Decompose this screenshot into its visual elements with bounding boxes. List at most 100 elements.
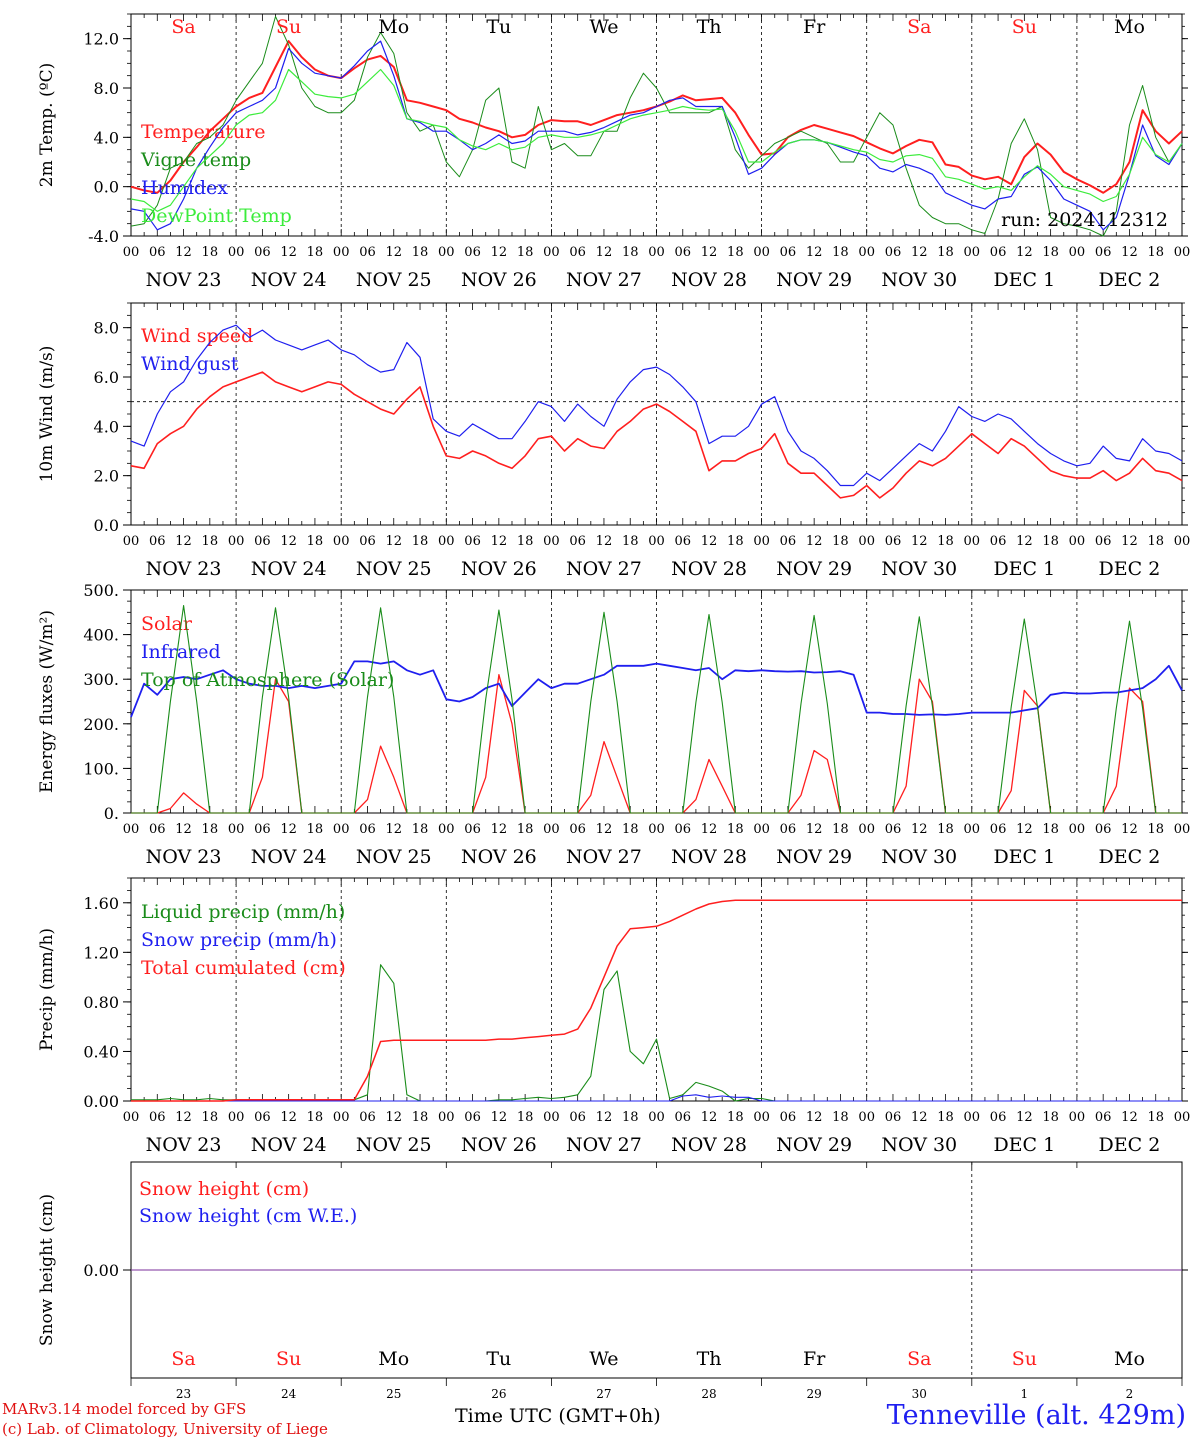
hour-tick-label: 00 (1174, 822, 1191, 837)
weekday-label: We (589, 1348, 618, 1370)
weekday-label: Sa (171, 16, 195, 38)
hour-tick-label: 18 (1147, 534, 1164, 549)
hour-tick-label: 18 (727, 534, 744, 549)
date-label: NOV 27 (566, 558, 642, 580)
date-label: NOV 28 (671, 269, 747, 291)
hour-tick-label: 18 (412, 822, 429, 837)
weekday-label: Sa (907, 16, 931, 38)
hour-tick-label: 00 (1174, 534, 1191, 549)
y-tick-label: 6.0 (94, 368, 119, 387)
date-label: NOV 26 (461, 1134, 537, 1156)
hour-tick-label: 06 (464, 1110, 481, 1125)
hour-tick-label: 18 (202, 822, 219, 837)
hour-tick-label: 06 (359, 245, 376, 260)
date-label: NOV 26 (461, 558, 537, 580)
hour-tick-label: 06 (885, 245, 902, 260)
series-line (131, 964, 1182, 1102)
hour-tick-label: 00 (543, 245, 560, 260)
hour-tick-label: 00 (543, 1110, 560, 1125)
date-label: NOV 23 (146, 846, 222, 868)
hour-tick-label: 12 (806, 534, 823, 549)
hour-tick-label: 00 (333, 1110, 350, 1125)
lab-credit: (c) Lab. of Climatology, University of L… (2, 1420, 328, 1438)
hour-tick-label: 18 (937, 534, 954, 549)
hour-tick-label: 18 (307, 1110, 324, 1125)
weekday-label: Su (1012, 1348, 1037, 1370)
weekday-label: Fr (803, 16, 826, 38)
hour-tick-label: 00 (753, 822, 770, 837)
y-tick-label: 100. (83, 759, 119, 778)
hour-tick-label: 18 (622, 534, 639, 549)
run-label: run: 2024112312 (1001, 209, 1168, 231)
hour-tick-label: 06 (254, 534, 271, 549)
hour-tick-label: 18 (622, 1110, 639, 1125)
y-tick-label: 0.0 (94, 178, 119, 197)
weekday-label: Su (1012, 16, 1037, 38)
hour-tick-label: 12 (806, 1110, 823, 1125)
weekday-label: Su (276, 1348, 301, 1370)
hour-tick-label: 12 (175, 1110, 192, 1125)
date-label: NOV 29 (776, 846, 852, 868)
hour-tick-label: 12 (806, 822, 823, 837)
y-tick-label: 8.0 (94, 319, 119, 338)
time-axis-label: Time UTC (GMT+0h) (455, 1405, 661, 1427)
hour-tick-label: 06 (254, 822, 271, 837)
hour-tick-label: 18 (517, 1110, 534, 1125)
hour-tick-label: 00 (648, 534, 665, 549)
hour-tick-label: 00 (753, 534, 770, 549)
hour-tick-label: 18 (412, 1110, 429, 1125)
hour-tick-label: 06 (675, 822, 692, 837)
hour-tick-label: 18 (937, 822, 954, 837)
hour-tick-label: 00 (858, 1110, 875, 1125)
date-label: NOV 29 (776, 1134, 852, 1156)
hour-tick-label: 00 (438, 245, 455, 260)
hour-tick-label: 18 (202, 1110, 219, 1125)
hour-tick-label: 12 (1121, 1110, 1138, 1125)
day-number-label: 28 (701, 1387, 716, 1401)
hour-tick-label: 00 (753, 1110, 770, 1125)
hour-tick-label: 00 (964, 245, 981, 260)
date-label: NOV 26 (461, 269, 537, 291)
legend-entry: Liquid precip (mm/h) (141, 901, 345, 923)
date-label: DEC 2 (1099, 846, 1161, 868)
y-axis-label: Snow height (cm) (37, 1194, 57, 1346)
legend-entry: Vigne temp (140, 149, 251, 171)
hour-tick-label: 12 (1016, 534, 1033, 549)
hour-tick-label: 18 (1042, 1110, 1059, 1125)
hour-tick-label: 06 (990, 822, 1007, 837)
day-number-label: 30 (912, 1387, 927, 1401)
y-tick-label: 400. (83, 626, 119, 645)
date-label: NOV 27 (566, 846, 642, 868)
date-label: NOV 25 (356, 846, 432, 868)
hour-tick-label: 12 (806, 245, 823, 260)
y-tick-label: 4.0 (94, 417, 119, 436)
legend-entry: Top of Atmosphere (Solar) (141, 669, 394, 691)
hour-tick-label: 06 (254, 1110, 271, 1125)
hour-tick-label: 18 (937, 1110, 954, 1125)
hour-tick-label: 06 (149, 1110, 166, 1125)
hour-tick-label: 00 (858, 822, 875, 837)
hour-tick-label: 12 (491, 1110, 508, 1125)
hour-tick-label: 18 (202, 245, 219, 260)
hour-tick-label: 00 (438, 1110, 455, 1125)
hour-tick-label: 06 (569, 822, 586, 837)
legend-entry: Humidex (141, 177, 228, 199)
hour-tick-label: 12 (1016, 822, 1033, 837)
weekday-label: Mo (1114, 1348, 1145, 1370)
hour-tick-label: 00 (648, 822, 665, 837)
hour-tick-label: 06 (780, 822, 797, 837)
date-label: DEC 1 (993, 1134, 1055, 1156)
y-tick-label: 0.80 (83, 993, 119, 1012)
date-label: NOV 29 (776, 558, 852, 580)
weekday-label: Sa (171, 1348, 195, 1370)
hour-tick-label: 12 (280, 822, 297, 837)
hour-tick-label: 06 (569, 1110, 586, 1125)
hour-tick-label: 18 (412, 245, 429, 260)
hour-tick-label: 06 (885, 534, 902, 549)
hour-tick-label: 00 (228, 534, 245, 549)
hour-tick-label: 00 (438, 822, 455, 837)
hour-tick-label: 12 (701, 534, 718, 549)
y-tick-label: 1.60 (83, 894, 119, 913)
date-label: NOV 28 (671, 558, 747, 580)
date-label: NOV 26 (461, 846, 537, 868)
